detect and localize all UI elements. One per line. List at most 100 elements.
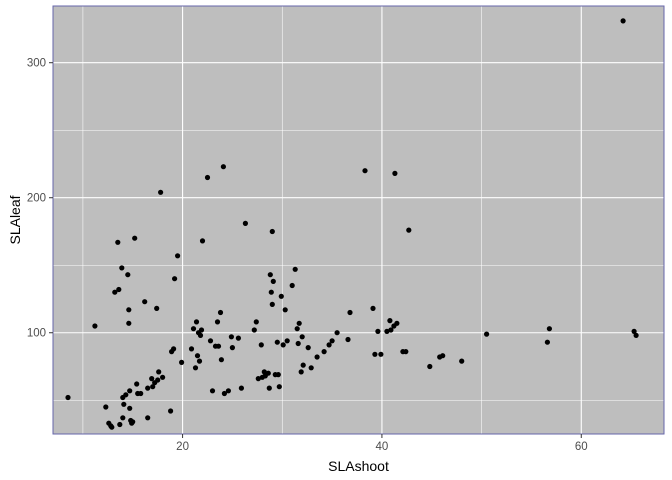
data-point [155, 377, 161, 383]
data-point [127, 405, 133, 411]
data-point [276, 384, 282, 390]
data-point [117, 421, 123, 428]
data-point [115, 239, 121, 245]
data-point [265, 370, 271, 376]
major-gridlines [53, 6, 664, 434]
data-point [119, 265, 125, 271]
data-point [440, 353, 446, 359]
data-point [154, 305, 160, 311]
data-point [394, 320, 400, 326]
data-point [298, 369, 304, 375]
data-point [175, 253, 181, 259]
data-point [194, 353, 201, 359]
y-axis-ticks: 100 200 300 [27, 58, 53, 340]
data-point [127, 388, 133, 394]
data-point [268, 289, 274, 295]
data-point [125, 272, 131, 278]
data-point [112, 289, 118, 295]
data-point [326, 342, 332, 348]
data-point [145, 415, 151, 421]
data-point [266, 385, 272, 391]
data-point [197, 332, 204, 338]
data-point [204, 174, 211, 181]
data-point [280, 342, 286, 348]
data-point [134, 381, 140, 387]
data-point [253, 319, 259, 325]
data-point [179, 359, 185, 365]
data-point [370, 305, 376, 311]
data-point [295, 340, 301, 347]
y-tick-label: 300 [27, 58, 46, 70]
data-point [235, 335, 241, 341]
data-point [145, 385, 151, 391]
data-point [387, 318, 393, 324]
data-point [229, 345, 235, 351]
data-point [270, 278, 276, 284]
data-point [156, 369, 162, 375]
data-point [238, 385, 244, 391]
data-point [299, 334, 305, 340]
y-tick-label: 200 [27, 193, 46, 205]
data-point [633, 332, 639, 338]
data-point [225, 388, 231, 394]
data-point [403, 349, 409, 355]
data-point [392, 170, 398, 176]
data-point [132, 235, 138, 241]
data-point [308, 365, 314, 371]
data-point [160, 374, 166, 380]
data-point [334, 330, 340, 336]
y-tick-label: 100 [27, 328, 46, 340]
data-point [158, 189, 164, 195]
data-point [375, 328, 381, 334]
data-point [289, 282, 295, 289]
data-point [321, 349, 327, 355]
data-point [215, 343, 222, 349]
data-point [267, 272, 273, 278]
y-axis-title: SLAleaf [7, 195, 23, 244]
data-point [372, 351, 378, 357]
data-point [171, 346, 177, 352]
data-point [221, 390, 227, 397]
data-point [172, 276, 178, 282]
data-point [207, 338, 214, 344]
data-point [284, 338, 290, 344]
data-point [92, 323, 98, 329]
data-point [138, 390, 144, 397]
data-point [209, 388, 216, 394]
data-point [484, 331, 490, 337]
data-point [345, 336, 351, 343]
data-points [65, 18, 639, 430]
plot-panel [53, 6, 664, 434]
data-point [196, 358, 203, 364]
data-point [65, 394, 71, 401]
data-point [296, 320, 302, 326]
panel-border [52, 5, 665, 435]
data-point [121, 401, 127, 407]
data-point [109, 424, 115, 430]
data-point [314, 354, 320, 360]
data-point [123, 392, 129, 398]
data-point [459, 358, 465, 364]
x-tick-label: 60 [575, 441, 588, 453]
data-point [126, 320, 132, 326]
data-point [130, 419, 136, 425]
data-point [103, 404, 109, 410]
data-point [378, 351, 384, 357]
data-point [198, 327, 205, 333]
x-axis-title: SLAshoot [328, 458, 389, 474]
data-point [546, 326, 553, 332]
data-point [126, 307, 132, 313]
data-point [282, 307, 288, 313]
data-point [217, 309, 224, 316]
data-point [275, 372, 281, 378]
data-point [427, 363, 433, 370]
data-point [168, 408, 174, 414]
data-point [150, 384, 156, 390]
data-point [294, 326, 300, 332]
data-point [258, 342, 264, 348]
x-tick-label: 40 [376, 441, 389, 453]
data-point [278, 293, 284, 299]
data-point [544, 339, 551, 345]
data-point [292, 266, 298, 272]
